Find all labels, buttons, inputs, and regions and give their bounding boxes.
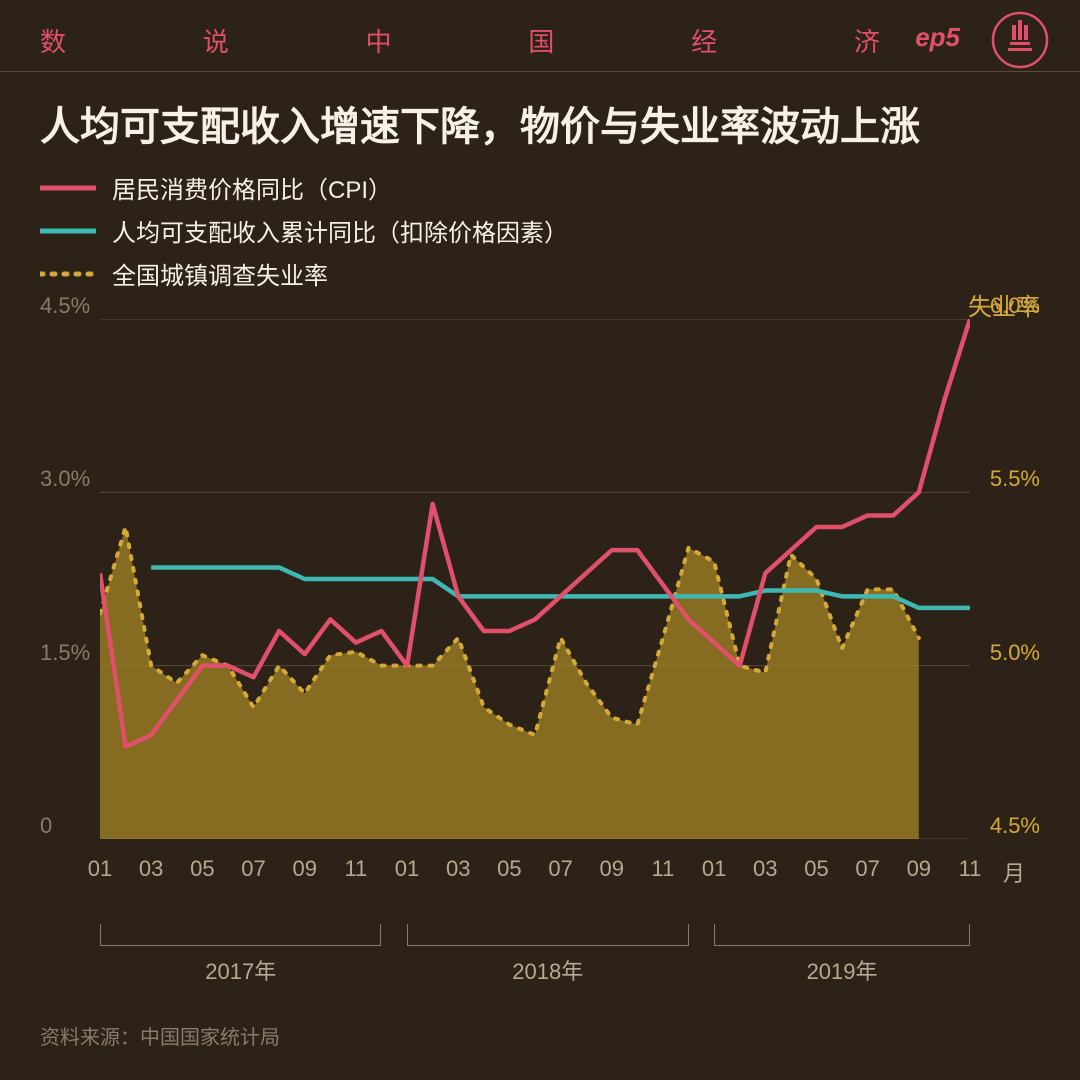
episode-label: ep5 xyxy=(915,22,960,53)
legend-swatch-unemp xyxy=(40,264,96,284)
x-tick: 09 xyxy=(907,856,931,882)
x-tick: 05 xyxy=(497,856,521,882)
x-tick: 07 xyxy=(241,856,265,882)
y-right-tick: 5.5% xyxy=(990,466,1040,492)
x-tick: 11 xyxy=(344,856,367,882)
year-label: 2017年 xyxy=(205,954,276,986)
x-tick: 01 xyxy=(88,856,112,882)
legend-label: 人均可支配收入累计同比（扣除价格因素） xyxy=(112,213,568,248)
y-left-tick: 1.5% xyxy=(40,640,90,666)
legend-label: 居民消费价格同比（CPI） xyxy=(112,170,392,205)
y-left-tick: 3.0% xyxy=(40,466,90,492)
legend-label: 全国城镇调查失业率 xyxy=(112,256,328,291)
x-tick: 01 xyxy=(395,856,419,882)
x-tick: 07 xyxy=(855,856,879,882)
x-ticks: 010305070911010305070911010305070911 xyxy=(100,856,970,884)
header-title: 数说中国经济 xyxy=(40,22,1040,59)
right-axis-title: 失业率 xyxy=(968,287,1040,322)
plot-area xyxy=(100,319,970,844)
x-tick: 01 xyxy=(702,856,726,882)
year-brackets: 2017年 2018年 2019年 xyxy=(100,924,970,994)
chart-title: 人均可支配收入增速下降，物价与失业率波动上涨 xyxy=(0,72,1080,170)
x-tick: 03 xyxy=(753,856,777,882)
x-tick: 05 xyxy=(804,856,828,882)
x-tick: 09 xyxy=(600,856,624,882)
chart: 失业率 01.5%3.0%4.5% 4.5%5.0%5.5%6.0% 01030… xyxy=(0,319,1080,994)
year-bracket xyxy=(407,924,688,946)
x-tick: 09 xyxy=(292,856,316,882)
y-right-tick: 4.5% xyxy=(990,813,1040,839)
legend-item-cpi: 居民消费价格同比（CPI） xyxy=(40,170,1040,205)
legend: 居民消费价格同比（CPI） 人均可支配收入累计同比（扣除价格因素） 全国城镇调查… xyxy=(0,170,1080,319)
y-left-tick: 0 xyxy=(40,813,52,839)
x-tick: 11 xyxy=(652,856,675,882)
x-tick: 11 xyxy=(959,856,982,882)
legend-item-unemp: 全国城镇调查失业率 xyxy=(40,256,1040,291)
x-tick: 07 xyxy=(548,856,572,882)
header: 数说中国经济 ep5 xyxy=(0,0,1080,72)
year-label: 2018年 xyxy=(512,954,583,986)
source-attribution: 资料来源：中国国家统计局 xyxy=(40,1021,280,1050)
brand-logo-icon xyxy=(990,10,1050,70)
legend-swatch-cpi xyxy=(40,178,96,198)
legend-item-income: 人均可支配收入累计同比（扣除价格因素） xyxy=(40,213,1040,248)
x-tick: 05 xyxy=(190,856,214,882)
year-label: 2019年 xyxy=(807,954,878,986)
y-right-tick: 5.0% xyxy=(990,640,1040,666)
x-tick: 03 xyxy=(139,856,163,882)
x-tick: 03 xyxy=(446,856,470,882)
year-bracket xyxy=(714,924,970,946)
legend-swatch-income xyxy=(40,221,96,241)
year-bracket xyxy=(100,924,381,946)
plot-svg xyxy=(100,319,970,839)
x-axis-unit: 月 xyxy=(1003,856,1025,888)
x-axis: 010305070911010305070911010305070911 月 2… xyxy=(100,856,970,994)
